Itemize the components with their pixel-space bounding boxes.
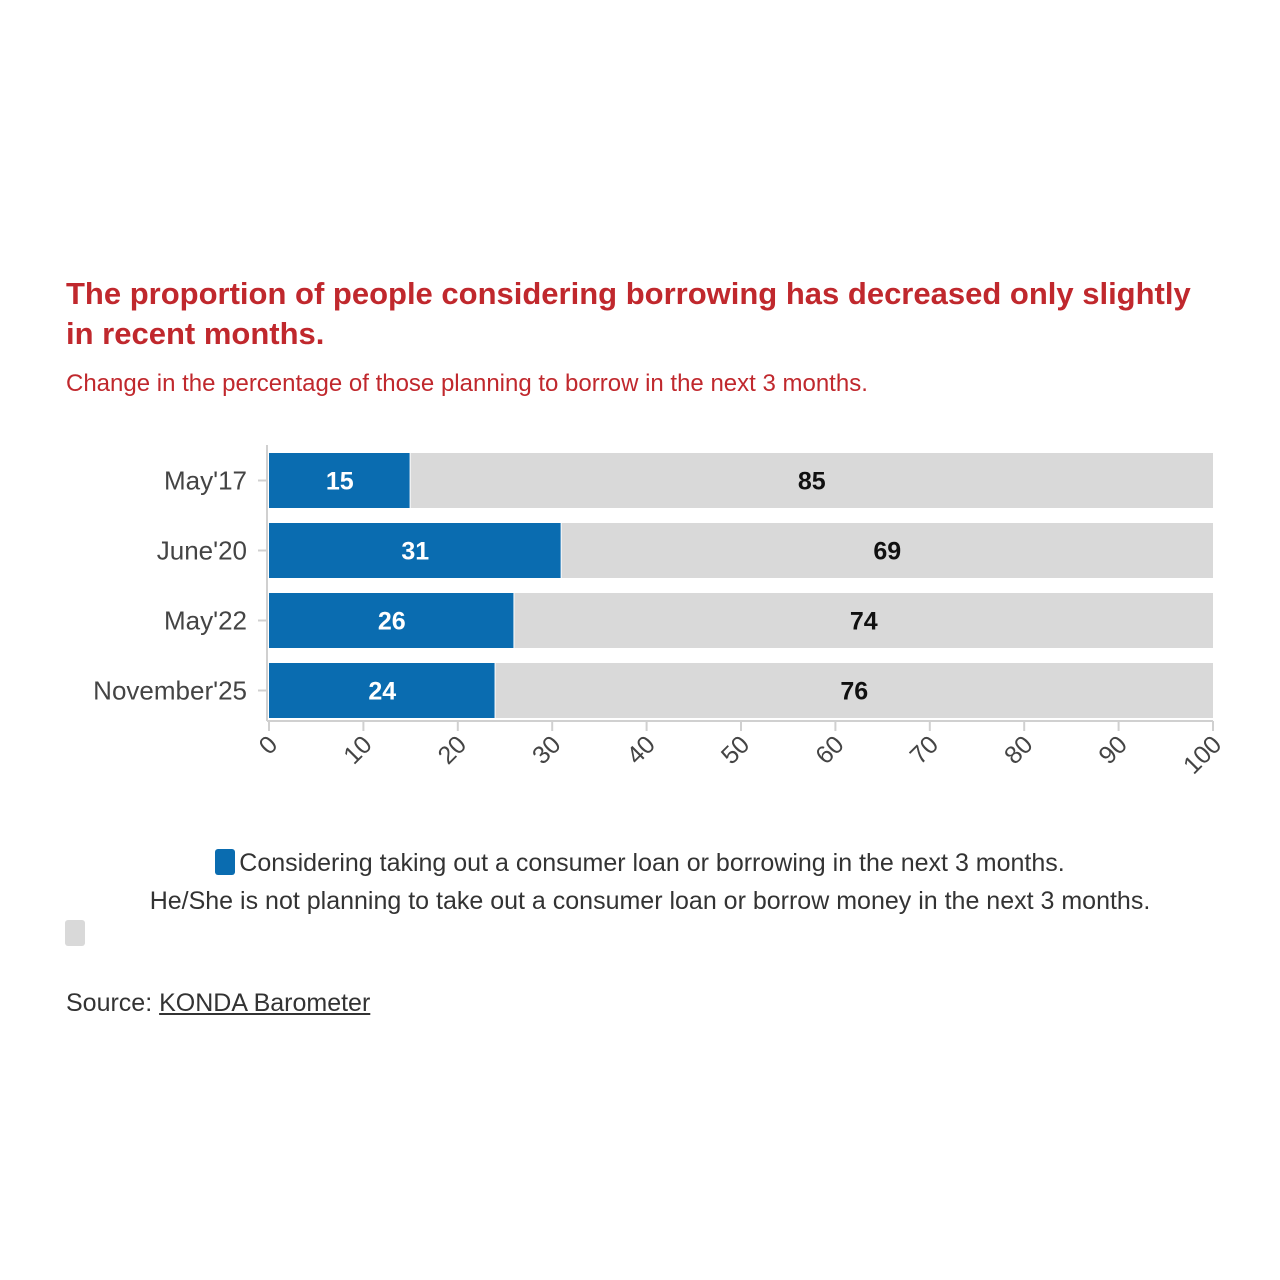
legend-label-not-planning: He/She is not planning to take out a con… <box>149 887 1151 915</box>
y-tick-label: May'17 <box>164 466 247 496</box>
bar-not-planning <box>410 453 1214 508</box>
bar-considering <box>269 663 495 718</box>
source-note: Source: KONDA Barometer <box>66 986 370 1020</box>
x-tick-label: 90 <box>1093 730 1132 769</box>
x-tick-label: 40 <box>621 730 660 769</box>
data-label-considering: 26 <box>378 608 406 636</box>
bar-considering <box>269 523 561 578</box>
legend-swatch-not-planning <box>65 920 85 946</box>
y-tick-label: May'22 <box>164 606 247 636</box>
data-label-not-planning: 74 <box>850 608 878 636</box>
legend-swatch-considering <box>215 849 236 875</box>
y-tick-label: November'25 <box>93 676 247 706</box>
x-tick-label: 80 <box>999 730 1038 769</box>
x-tick-label: 10 <box>338 730 377 769</box>
x-tick-label: 30 <box>527 730 566 769</box>
data-label-considering: 15 <box>326 468 354 496</box>
data-label-not-planning: 76 <box>840 678 868 706</box>
bar-considering <box>269 453 410 508</box>
data-label-not-planning: 85 <box>798 468 826 496</box>
source-link[interactable]: KONDA Barometer <box>159 989 371 1017</box>
bar-not-planning <box>514 593 1213 648</box>
x-tick-label: 100 <box>1178 730 1227 779</box>
x-tick-label: 60 <box>810 730 849 769</box>
bar-chart: May'17 15 85 June'20 31 69 May'22 26 74 November'… <box>93 445 1227 780</box>
source-prefix: Source: <box>66 989 160 1017</box>
bar-considering <box>269 593 514 648</box>
x-tick-label: 0 <box>254 730 284 760</box>
bar-not-planning <box>561 523 1213 578</box>
chart-subtitle: Change in the percentage of those planni… <box>66 370 868 397</box>
x-tick-label: 70 <box>905 730 944 769</box>
x-tick-label: 20 <box>433 730 472 769</box>
data-label-considering: 31 <box>401 538 429 566</box>
data-label-not-planning: 69 <box>873 538 901 566</box>
x-tick-label: 50 <box>716 730 755 769</box>
legend-item-considering[interactable]: Considering taking out a consumer loan o… <box>60 844 1220 882</box>
y-tick-label: June'20 <box>157 536 247 566</box>
bar-not-planning <box>495 663 1213 718</box>
data-label-considering: 24 <box>368 678 396 706</box>
legend-item-not-planning[interactable]: He/She is not planning to take out a con… <box>60 882 1220 946</box>
legend-label-considering: Considering taking out a consumer loan o… <box>239 849 1065 877</box>
chart-title: The proportion of people considering bor… <box>66 276 1191 351</box>
chart-legend: Considering taking out a consumer loan o… <box>60 844 1220 946</box>
